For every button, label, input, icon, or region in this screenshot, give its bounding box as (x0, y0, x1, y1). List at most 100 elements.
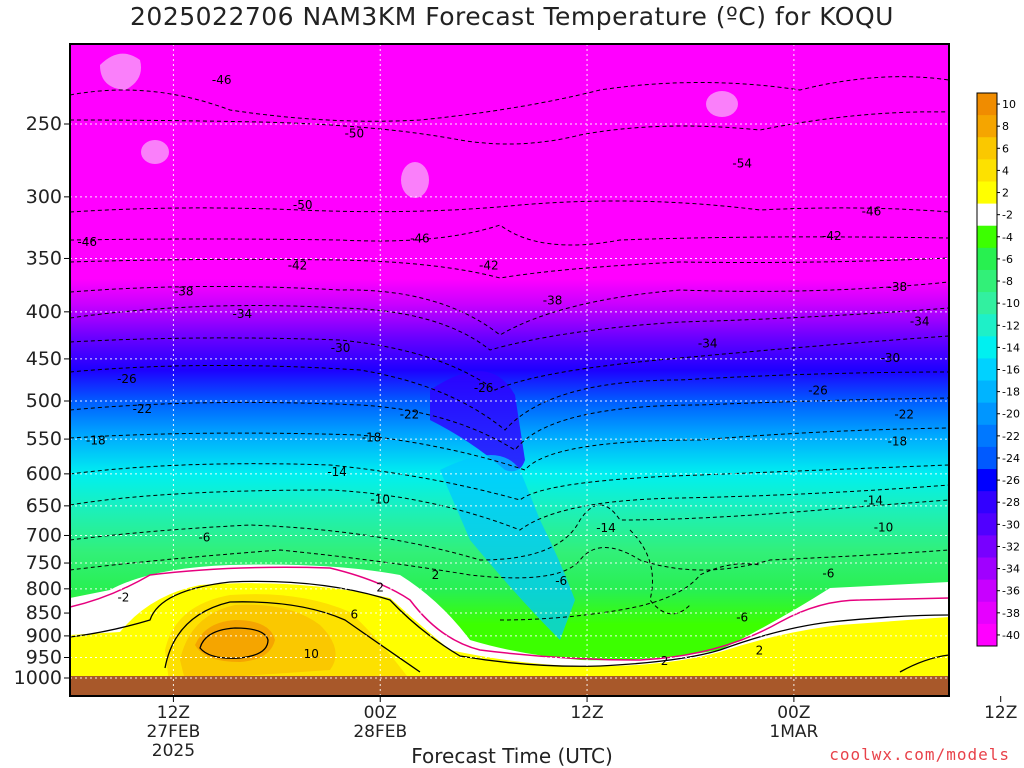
plot-area: -46 -50 -54 -50 -46 -46 -46 -42 -42 -42 -38 -38 -38 -… (70, 44, 949, 696)
colorbar-label: 8 (1002, 120, 1009, 133)
y-tick-label: 950 (26, 647, 62, 669)
isotherm-lines (70, 76, 949, 621)
colorbar-swatch (977, 579, 997, 603)
contour-labels: -46 -50 -54 -50 -46 -46 -46 -42 -42 -42 -38 -38 -38 -… (77, 73, 930, 668)
contour-label: -6 (736, 611, 748, 625)
colorbar: 10 8 6 4 2 -2 -4 -6 -8 -10 -12 -14 -16 -18 -20 -22 -24 -2… (976, 92, 1020, 647)
upper-blob (401, 162, 429, 198)
colorbar-label: -12 (1002, 319, 1020, 332)
contour-label: -18 (86, 434, 106, 448)
contour-label: 2 (432, 568, 440, 582)
contour-label: -18 (887, 434, 907, 448)
colorbar-label: 2 (1002, 187, 1009, 200)
contour-label: -6 (198, 531, 210, 545)
y-tick-label: 1000 (14, 667, 62, 689)
x-tick-label: 12Z (570, 703, 603, 723)
y-tick-label: 400 (26, 301, 62, 323)
colorbar-swatch (977, 380, 997, 404)
contour-label: -50 (293, 198, 313, 212)
contour-label: -54 (732, 157, 752, 171)
credit-link[interactable]: coolwx.com/models (829, 745, 1010, 764)
contour-label: -14 (327, 465, 347, 479)
y-tick-label: 700 (26, 524, 62, 546)
colorbar-label: -22 (1002, 430, 1020, 443)
colorbar-label: -30 (1002, 518, 1020, 531)
contour-label: 10 (304, 647, 319, 661)
contour-label: -42 (822, 229, 842, 243)
contour-label: -26 (474, 381, 494, 395)
contour-label: -10 (874, 520, 894, 534)
colorbar-swatch (977, 247, 997, 271)
contour-label: 2 (376, 580, 384, 594)
colorbar-swatch (977, 181, 997, 205)
warm-contours (70, 580, 949, 673)
colorbar-label: -24 (1002, 452, 1020, 465)
colorbar-swatch (977, 446, 997, 470)
ground (70, 676, 949, 696)
colorbar-swatch (977, 358, 997, 382)
y-tick-label: 900 (26, 625, 62, 647)
contour-label: -22 (400, 407, 420, 421)
contour-label: -26 (117, 372, 137, 386)
x-tick-label: 12Z (157, 703, 190, 723)
colorbar-swatch (977, 601, 997, 625)
x-tick-label: 12Z (984, 703, 1017, 723)
contour-label: -18 (362, 431, 382, 445)
y-tick-label: 500 (26, 390, 62, 412)
contour-label: -34 (910, 315, 930, 329)
colorbar-swatch (977, 115, 997, 138)
colorbar-label: -2 (1002, 209, 1013, 222)
colorbar-label: -32 (1002, 540, 1020, 553)
colorbar-swatch (977, 159, 997, 182)
x-tick-date: 28FEB (353, 722, 407, 742)
colorbar-label: -36 (1002, 585, 1020, 598)
colorbar-label: -4 (1002, 231, 1013, 244)
colorbar-label: 10 (1002, 98, 1016, 111)
x-tick-year: 2025 (152, 741, 195, 761)
colorbar-label: -38 (1002, 607, 1020, 620)
colorbar-label: -8 (1002, 275, 1013, 288)
y-tick-label: 250 (26, 113, 62, 135)
upper-blob (141, 140, 169, 164)
contour-label: -14 (596, 521, 616, 535)
contour-label: 2 (661, 654, 669, 668)
x-tick-label: 00Z (777, 703, 810, 723)
grid-lines (70, 44, 949, 696)
x-tick-date: 1MAR (769, 722, 818, 742)
y-tick-label: 650 (26, 495, 62, 517)
colorbar-swatch (977, 535, 997, 559)
contour-label: -30 (331, 341, 351, 355)
colorbar-swatch (977, 225, 997, 249)
colorbar-swatch (977, 424, 997, 448)
trough-cyan (440, 455, 575, 640)
contour-label: -42 (288, 258, 308, 272)
y-tick-label: 750 (26, 552, 62, 574)
contour-label: 6 (351, 607, 359, 621)
colorbar-label: -6 (1002, 253, 1013, 266)
x-axis-label: Forecast Time (UTC) (411, 744, 613, 768)
colorbar-swatch (977, 623, 997, 647)
contour-label: -34 (233, 307, 253, 321)
colorbar-label: 6 (1002, 142, 1009, 155)
contour-label: -38 (174, 284, 194, 298)
contour-label: -30 (881, 351, 901, 365)
colorbar-label: -18 (1002, 386, 1020, 399)
contour-label: -10 (370, 493, 390, 507)
colorbar-swatch (977, 314, 997, 337)
colorbar-swatch (977, 491, 997, 514)
upper-blob (706, 91, 738, 117)
colorbar-label: -34 (1002, 563, 1020, 576)
colorbar-swatch (977, 513, 997, 536)
y-tick-label: 800 (26, 578, 62, 600)
y-axis: 2503003504004505005506006507007508008509… (14, 113, 70, 689)
contour-label: -2 (117, 591, 129, 605)
contour-label: -34 (698, 337, 718, 351)
upper-blob (100, 53, 141, 90)
contour-label: -6 (822, 567, 834, 581)
contour-label: -46 (77, 235, 97, 249)
cold-trough (430, 371, 525, 472)
colorbar-label: -10 (1002, 297, 1020, 310)
x-tick-label: 00Z (364, 703, 397, 723)
